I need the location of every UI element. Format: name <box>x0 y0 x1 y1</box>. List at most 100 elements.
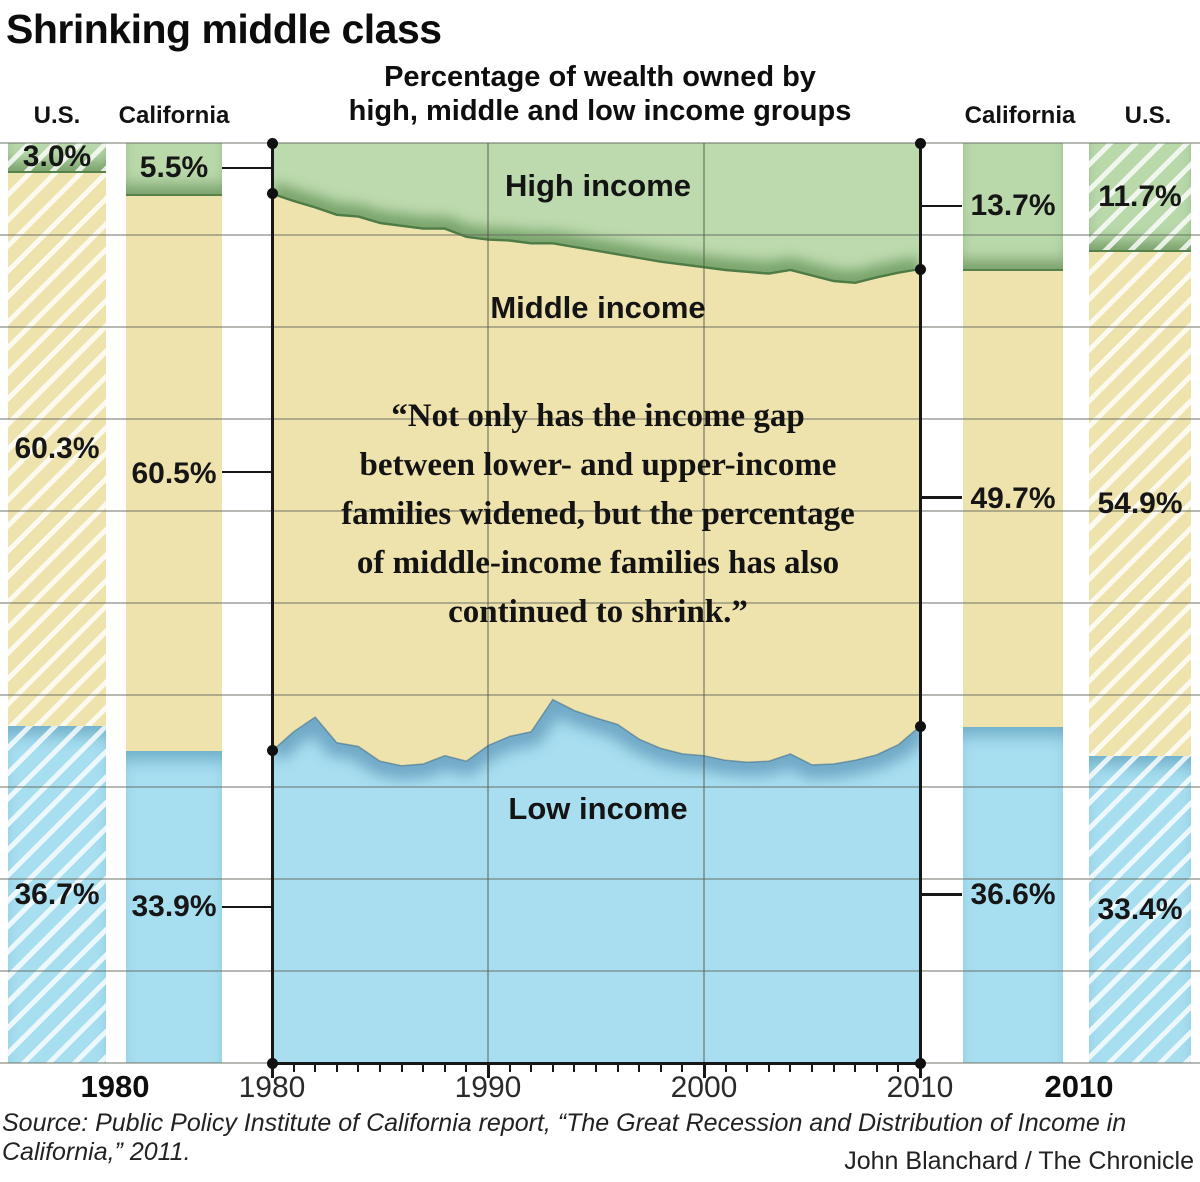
x-axis-tick <box>832 1064 835 1072</box>
x-axis-tick <box>681 1064 684 1072</box>
chart-subtitle-line2: high, middle and low income groups <box>348 95 852 127</box>
x-axis-tick <box>918 1064 922 1078</box>
pull-quote-line5: continued to shrink.” <box>448 594 748 630</box>
x-axis-tick <box>292 1064 295 1072</box>
callout-dot <box>266 1057 278 1069</box>
area-label-middle-income: Middle income <box>490 290 706 325</box>
x-axis-tick <box>659 1064 662 1072</box>
page-title: Shrinking middle class <box>6 6 442 52</box>
gridline-horizontal <box>0 234 1200 236</box>
bar-us-2010-high-segment: 11.7% <box>1089 143 1191 253</box>
bar-california-2010-low-value: 36.6% <box>970 878 1056 912</box>
callout-dot <box>266 137 278 149</box>
year-label-1980-bars: 1980 <box>80 1069 150 1104</box>
bar-california-2010-low-segment: 36.6% <box>963 727 1063 1064</box>
x-axis-tick <box>702 1064 706 1078</box>
chart-subtitle: Percentage of wealth owned by high, midd… <box>290 60 910 128</box>
callout-line-right <box>920 893 962 896</box>
bar-california-1980-low-segment: 33.9% <box>126 751 222 1063</box>
bar-us-1980: 3.0% 60.3% 36.7% <box>8 139 106 1063</box>
bar-california-2010: 13.7% 49.7% 36.6% <box>963 143 1063 1064</box>
chart-subtitle-line1: Percentage of wealth owned by <box>384 61 816 93</box>
credit-line: John Blanchard / The Chronicle <box>844 1147 1194 1175</box>
x-axis-tick <box>270 1064 274 1078</box>
callout-line-left <box>222 905 272 909</box>
gridline-horizontal <box>0 142 1200 144</box>
x-axis-tick <box>379 1064 381 1072</box>
header-us-2010: U.S. <box>1124 102 1172 129</box>
gridline-vertical <box>703 143 705 1063</box>
bar-us-2010-high-value: 11.7% <box>1098 179 1182 213</box>
x-axis-tick <box>530 1064 533 1072</box>
bar-us-1980-low-value: 36.7% <box>14 877 100 911</box>
callout-dot <box>914 1057 926 1069</box>
bar-california-2010-high-segment: 13.7% <box>963 143 1063 271</box>
x-axis-tick <box>508 1064 511 1072</box>
gridline-horizontal <box>0 694 1200 696</box>
x-axis-tick <box>789 1064 792 1072</box>
header-california-1980: California <box>118 102 230 129</box>
x-axis-tick <box>811 1064 813 1072</box>
chart-left-axis <box>270 143 274 1063</box>
callout-line-left <box>222 167 272 170</box>
callout-dot <box>914 137 926 149</box>
year-label-2010-bars: 2010 <box>1044 1069 1114 1104</box>
header-california-2010: California <box>964 102 1076 129</box>
x-axis-tick <box>314 1064 317 1072</box>
x-axis-tick <box>465 1064 468 1072</box>
callout-dot <box>914 720 926 732</box>
bar-us-2010-middle-segment: 54.9% <box>1089 252 1191 757</box>
gridline-horizontal <box>0 878 1200 880</box>
bar-us-2010-low-segment: 33.4% <box>1089 756 1191 1063</box>
x-axis-tick <box>724 1064 727 1072</box>
callout-dot <box>266 744 278 756</box>
gridline-horizontal <box>0 418 1200 420</box>
x-axis-tick <box>573 1064 576 1072</box>
pull-quote: “Not only has the income gap between low… <box>268 392 928 637</box>
bar-california-1980-high-value: 5.5% <box>139 151 209 185</box>
x-axis-tick <box>400 1064 403 1072</box>
pull-quote-line4: of middle-income families has also <box>356 545 840 581</box>
bar-us-2010: 11.7% 54.9% 33.4% <box>1089 143 1191 1063</box>
callout-line-right <box>920 204 962 208</box>
area-label-high-income: High income <box>504 168 692 203</box>
x-axis-tick <box>767 1064 770 1072</box>
pull-quote-line2: between lower- and upper-income <box>359 447 837 483</box>
bar-us-1980-high-value: 3.0% <box>22 139 92 173</box>
bar-us-2010-low-value: 33.4% <box>1097 892 1183 926</box>
x-axis-tick <box>486 1064 490 1078</box>
pull-quote-line3: families widened, but the percentage <box>341 496 855 532</box>
callout-line-right <box>920 496 962 499</box>
gridline-horizontal <box>0 326 1200 328</box>
bar-california-1980-high-segment: 5.5% <box>126 143 222 196</box>
bar-california-1980-middle-segment: 60.5% <box>126 195 222 752</box>
x-axis-tick <box>357 1064 360 1072</box>
bar-california-2010-middle-segment: 49.7% <box>963 270 1063 728</box>
x-axis-tick <box>875 1064 878 1072</box>
x-axis-label: 1980 <box>238 1071 306 1104</box>
x-axis-label: 2000 <box>670 1071 738 1104</box>
x-axis-label: 1990 <box>454 1071 522 1104</box>
bar-us-1980-middle-value: 60.3% <box>14 432 100 466</box>
header-us-1980: U.S. <box>33 102 81 129</box>
bar-california-1980: 5.5% 60.5% 33.9% <box>126 143 222 1063</box>
bar-california-1980-low-value: 33.9% <box>131 890 217 924</box>
x-axis-tick <box>746 1064 749 1072</box>
gridline-horizontal <box>0 786 1200 788</box>
bar-california-1980-middle-value: 60.5% <box>131 456 217 490</box>
bar-us-2010-middle-value: 54.9% <box>1097 487 1183 521</box>
x-axis-tick <box>443 1064 446 1072</box>
x-axis-tick <box>595 1064 597 1072</box>
callout-dot <box>266 188 278 200</box>
bar-california-2010-high-value: 13.7% <box>970 188 1056 222</box>
bar-california-2010-middle-value: 49.7% <box>970 481 1056 515</box>
x-axis-tick <box>854 1064 857 1072</box>
bar-us-1980-low-segment: 36.7% <box>8 726 106 1063</box>
gridline-horizontal <box>0 602 1200 604</box>
gridline-horizontal <box>0 970 1200 972</box>
bar-us-1980-middle-segment: 60.3% <box>8 172 106 727</box>
gridline-horizontal <box>0 510 1200 512</box>
x-axis-tick <box>335 1064 338 1072</box>
area-label-low-income: Low income <box>508 791 688 826</box>
